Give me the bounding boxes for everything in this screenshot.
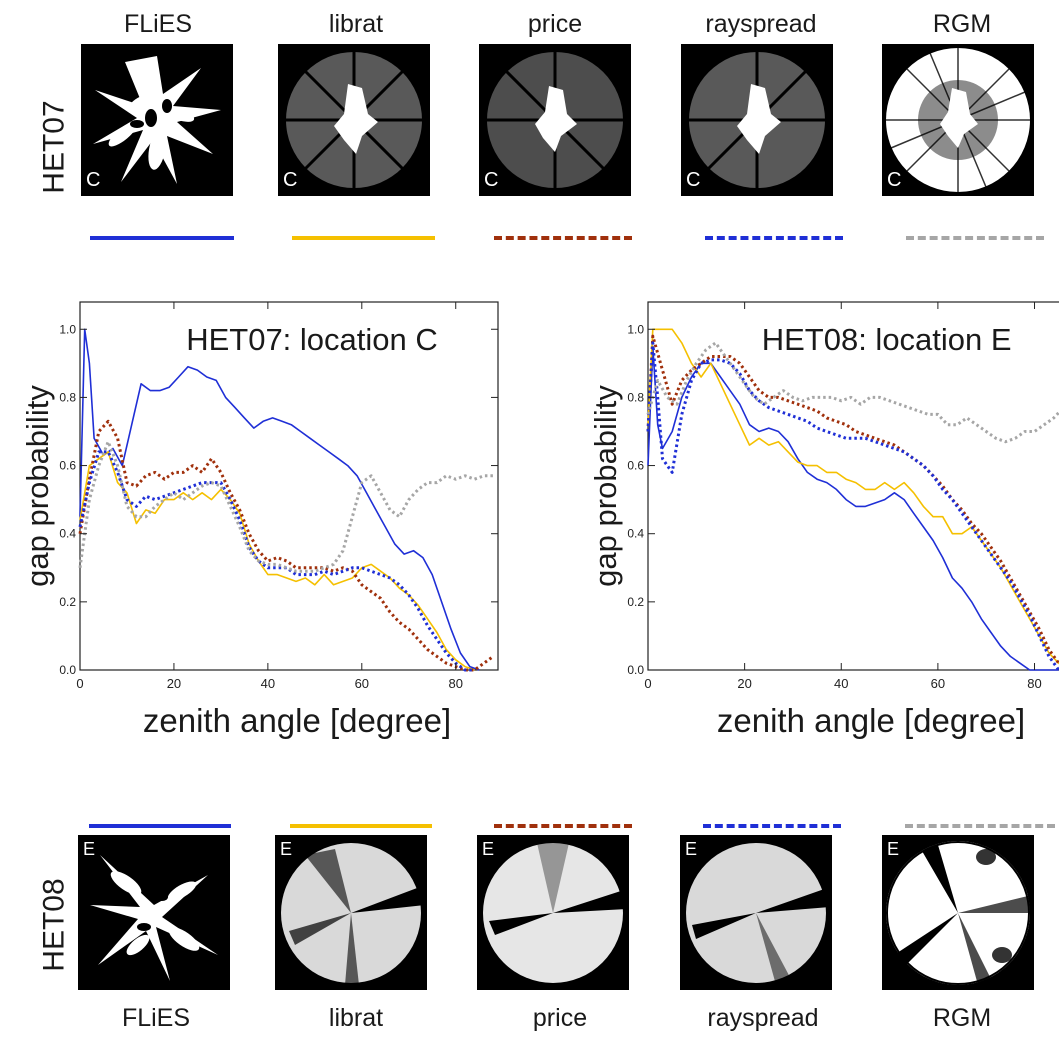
legend-line-rayspread-bottom (703, 824, 841, 828)
chart-het08-location-e: 0 20 40 60 80 0.0 0.2 0.4 0.6 0.8 1.0 HET08: locati… (588, 301, 1059, 739)
chart-het07-location-c: 0 20 40 60 80 0.0 0.2 0.4 0.6 0.8 1.0 HET07: locati… (20, 301, 499, 739)
chart2-y-tick-label: 0.4 (627, 527, 644, 541)
hemispheric-image-rgm-het07: C (882, 44, 1034, 196)
chart2-y-tick-label: 0.6 (627, 459, 644, 473)
chart1-title: HET07: location C (186, 322, 438, 357)
location-letter: C (484, 169, 499, 191)
legend-line-flies-top (90, 236, 234, 240)
chart1-y-axis-label: gap probability (20, 385, 55, 587)
model-label-price-bottom: price (532, 1004, 588, 1032)
location-letter: E (887, 839, 900, 859)
model-label-price-top: price (527, 10, 583, 38)
chart2-title: HET08: location E (762, 322, 1012, 357)
chart2-x-axis-label: zenith angle [degree] (717, 702, 1025, 739)
location-letter: C (887, 169, 902, 191)
chart2-y-tick-label: 0.2 (627, 595, 644, 609)
hemispheric-image-price-het08: E (477, 835, 629, 990)
chart1-y-tick-label: 0.4 (59, 527, 76, 541)
location-letter: E (83, 839, 96, 859)
location-letter: E (482, 839, 495, 859)
legend-line-librat-bottom (290, 824, 432, 828)
location-letter: E (685, 839, 698, 859)
chart2-series-flies (647, 345, 1059, 671)
chart1-series-price (78, 419, 495, 672)
location-letter: C (686, 169, 701, 191)
hemispheric-image-librat-het08: E (275, 835, 427, 990)
chart1-x-tick-label: 60 (355, 676, 369, 691)
model-label-rayspread-top: rayspread (705, 10, 817, 38)
model-label-flies-bottom: FLiES (121, 1004, 191, 1032)
chart1-x-axis-label: zenith angle [degree] (143, 702, 451, 739)
legend-line-rayspread-top (705, 236, 843, 240)
chart2-y-tick-label: 1.0 (627, 322, 644, 336)
scene-label-top: HET07 (37, 100, 71, 194)
chart1-series-librat (79, 451, 475, 671)
chart2-x-tick-label: 0 (644, 676, 651, 691)
legend-line-price-top (494, 236, 632, 240)
model-label-rayspread-bottom: rayspread (707, 1004, 819, 1032)
chart2-series-rgm (646, 341, 1059, 444)
chart2-series-librat (647, 328, 1059, 665)
chart1-y-tick-label: 0.2 (59, 595, 76, 609)
scene-label-bottom: HET08 (37, 878, 71, 972)
hemispheric-image-rayspread-het08: E (680, 835, 832, 990)
chart1-x-tick-label: 20 (167, 676, 181, 691)
chart1-plot-frame (79, 301, 499, 671)
chart1-x-tick-label: 80 (448, 676, 462, 691)
chart1-series-flies (79, 328, 480, 671)
chart2-x-tick-label: 40 (834, 676, 848, 691)
legend-line-price-bottom (494, 824, 632, 828)
chart1-x-tick-label: 40 (261, 676, 275, 691)
legend-line-rgm-bottom (905, 824, 1055, 828)
hemispheric-image-rgm-het08: E (882, 835, 1034, 990)
chart2-series-price (646, 334, 1059, 666)
chart1-y-tick-label: 0.0 (59, 663, 76, 677)
hemispheric-image-flies-het07: C (81, 44, 233, 196)
chart1-y-tick-label: 0.6 (59, 459, 76, 473)
location-letter: C (86, 169, 101, 191)
chart2-plot-frame (647, 301, 1059, 671)
legend-line-librat-top (292, 236, 435, 240)
model-label-flies-top: FLiES (123, 10, 193, 38)
chart2-y-axis-label: gap probability (588, 385, 623, 587)
legend-line-flies-bottom (89, 824, 231, 828)
hemispheric-image-flies-het08: E (78, 835, 230, 990)
chart2-x-tick-label: 60 (931, 676, 945, 691)
chart2-series-rayspread (646, 341, 1059, 671)
legend-line-rgm-top (906, 236, 1044, 240)
chart1-y-tick-label: 0.8 (59, 390, 76, 404)
chart2-y-tick-label: 0.0 (627, 663, 644, 677)
chart1-series-rgm (78, 440, 494, 573)
chart2-x-tick-label: 80 (1027, 676, 1041, 691)
model-label-librat-top: librat (328, 10, 384, 38)
hemispheric-image-price-het07: C (479, 44, 631, 196)
chart2-y-tick-label: 0.8 (627, 390, 644, 404)
location-letter: E (280, 839, 293, 859)
chart2-x-tick-label: 20 (737, 676, 751, 691)
hemispheric-image-rayspread-het07: C (681, 44, 833, 196)
chart1-series-rayspread (78, 450, 475, 672)
chart1-y-tick-label: 1.0 (59, 322, 76, 336)
model-label-librat-bottom: librat (328, 1004, 384, 1032)
model-label-rgm-bottom: RGM (932, 1004, 992, 1032)
model-label-rgm-top: RGM (932, 10, 992, 38)
chart1-x-tick-label: 0 (76, 676, 83, 691)
hemispheric-image-librat-het07: C (278, 44, 430, 196)
location-letter: C (283, 169, 298, 191)
